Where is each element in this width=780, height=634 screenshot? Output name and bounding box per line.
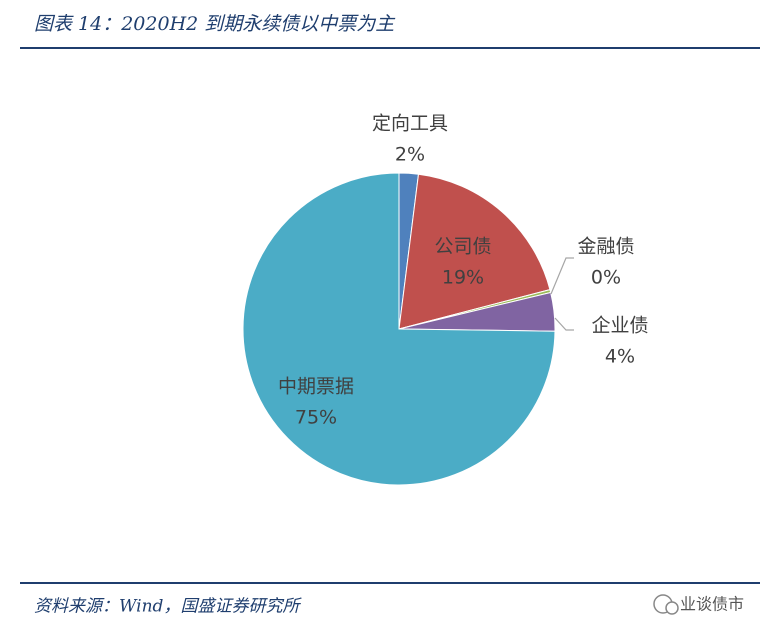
value-label: 75%: [295, 407, 337, 429]
pie: [242, 172, 556, 486]
slice-label: 金融债: [577, 236, 634, 258]
value-label: 2%: [395, 144, 425, 166]
pie-slice: [242, 172, 556, 486]
leader-line: [550, 257, 574, 295]
value-label: 4%: [605, 346, 635, 368]
title: 图表 14：2020H2 到期永续债以中票为主: [34, 13, 396, 35]
watermark-icon: [665, 601, 679, 615]
pie-slice: [398, 173, 551, 330]
slice-label: 定向工具: [372, 113, 448, 135]
leader-line: [554, 317, 574, 331]
slice-label: 中期票据: [278, 376, 354, 398]
slice-label: 公司债: [434, 236, 491, 258]
slice-label: 企业债: [591, 315, 648, 337]
source: 资料来源：Wind，国盛证券研究所: [34, 597, 302, 617]
watermark: 业谈债市: [680, 595, 744, 614]
value-label: 19%: [442, 267, 484, 289]
value-label: 0%: [591, 267, 621, 289]
